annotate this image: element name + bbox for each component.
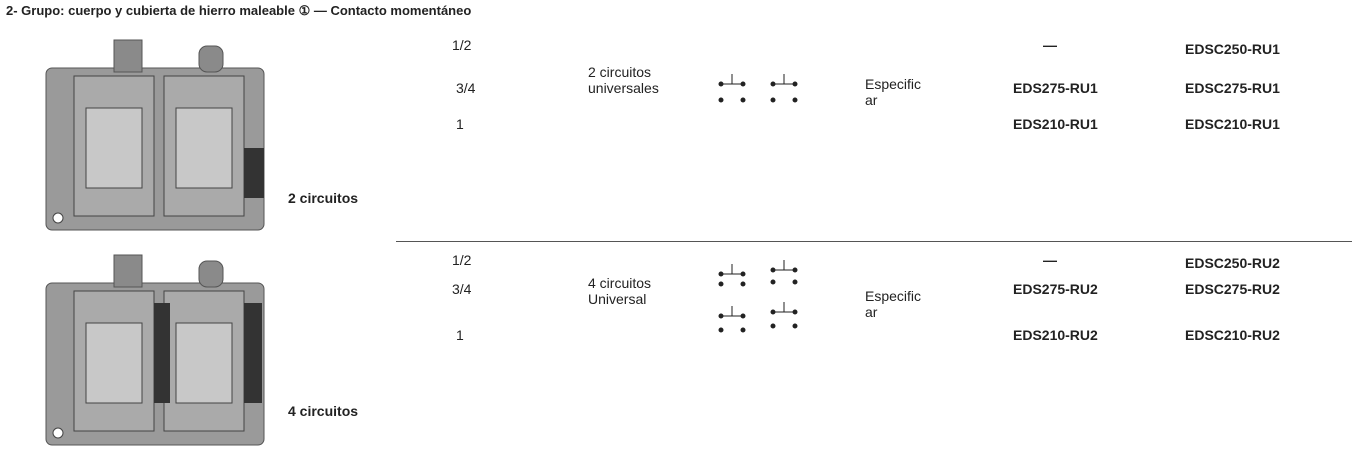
code: —	[1043, 37, 1057, 53]
row-label: 4 circuitos	[288, 403, 359, 419]
spec: ar	[865, 304, 878, 320]
contact-symbol	[718, 260, 798, 333]
contact-symbol	[718, 74, 798, 103]
size: 3/4	[452, 281, 472, 297]
spec: ar	[865, 92, 878, 108]
code: EDS275-RU2	[1013, 281, 1098, 297]
code: EDSC210-RU1	[1185, 116, 1280, 132]
spec: Especific	[865, 76, 922, 92]
divider	[396, 241, 1352, 242]
device-image	[45, 254, 265, 446]
size: 1/2	[452, 37, 472, 53]
description: 2 circuitos	[588, 64, 652, 80]
code: EDSC275-RU2	[1185, 281, 1280, 297]
code: EDS210-RU1	[1013, 116, 1098, 132]
title: 2- Grupo: cuerpo y cubierta de hierro ma…	[6, 3, 472, 18]
device-image	[45, 39, 265, 231]
description: Universal	[588, 291, 647, 307]
size: 1	[456, 116, 464, 132]
code: EDS275-RU1	[1013, 80, 1098, 96]
code: EDSC210-RU2	[1185, 327, 1280, 343]
code: —	[1043, 252, 1057, 268]
size: 3/4	[456, 80, 476, 96]
code: EDS210-RU2	[1013, 327, 1098, 343]
spec: Especific	[865, 288, 922, 304]
description: universales	[588, 80, 659, 96]
row-label: 2 circuitos	[288, 190, 359, 206]
code: EDSC250-RU1	[1185, 41, 1280, 57]
code: EDSC250-RU2	[1185, 255, 1280, 271]
size: 1	[456, 327, 464, 343]
description: 4 circuitos	[588, 275, 652, 291]
size: 1/2	[452, 252, 472, 268]
code: EDSC275-RU1	[1185, 80, 1280, 96]
